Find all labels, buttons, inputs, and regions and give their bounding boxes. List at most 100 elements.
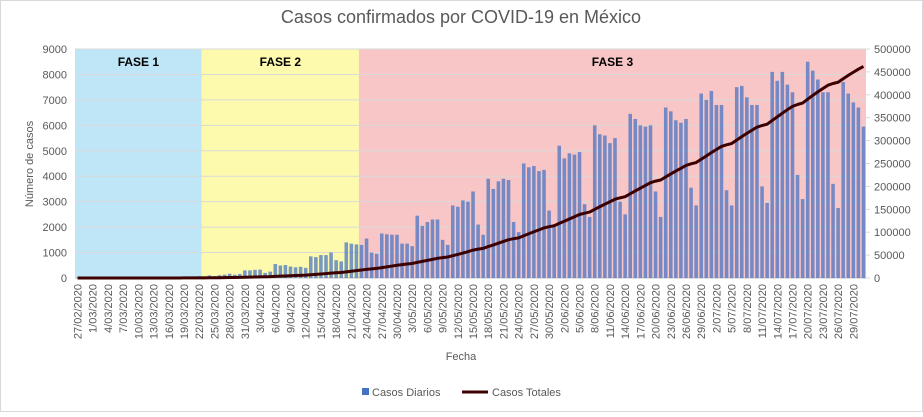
x-tick-label: 15/05/2020 <box>468 284 480 339</box>
y2-tick-label: 250000 <box>874 159 911 171</box>
bar <box>380 233 384 278</box>
bar <box>765 203 769 278</box>
y2-tick-label: 50000 <box>874 250 905 262</box>
bar <box>532 166 536 278</box>
x-tick-label: 28/03/2020 <box>225 284 237 339</box>
bar <box>618 202 622 278</box>
phase-band <box>202 49 359 278</box>
x-tick-label: 21/04/2020 <box>346 284 358 339</box>
bar <box>816 80 820 278</box>
x-tick-label: 5/06/2020 <box>575 284 587 333</box>
bar <box>360 245 364 278</box>
bar <box>588 217 592 278</box>
bar <box>684 119 688 278</box>
bar <box>613 138 617 278</box>
bar <box>537 171 541 278</box>
x-tick-label: 18/05/2020 <box>483 284 495 339</box>
x-tick-label: 8/07/2020 <box>742 284 754 333</box>
bar <box>689 188 693 278</box>
y2-tick-label: 100000 <box>874 227 911 239</box>
bar <box>760 186 764 278</box>
x-tick-label: 24/04/2020 <box>362 284 374 339</box>
x-tick-label: 19/03/2020 <box>179 284 191 339</box>
bar <box>339 261 343 278</box>
bar <box>497 181 501 278</box>
bar <box>745 97 749 278</box>
x-tick-label: 8/06/2020 <box>590 284 602 333</box>
y-tick-label: 5000 <box>43 146 67 158</box>
bar <box>512 222 516 278</box>
bar <box>583 204 587 278</box>
y-tick-label: 8000 <box>43 69 67 81</box>
bar <box>481 235 485 278</box>
y-tick-label: 3000 <box>43 197 67 209</box>
bar <box>857 108 861 278</box>
y2-tick-label: 450000 <box>874 67 911 79</box>
bar <box>862 127 866 278</box>
x-tick-label: 12/04/2020 <box>301 284 313 339</box>
y-tick-label: 2000 <box>43 222 67 234</box>
bar <box>740 86 744 278</box>
y-axis-label: Número de casos <box>24 120 36 207</box>
x-tick-label: 23/06/2020 <box>666 284 678 339</box>
bar <box>476 225 480 278</box>
x-tick-label: 4/03/2020 <box>103 284 115 333</box>
bar <box>552 227 556 278</box>
bar <box>710 91 714 278</box>
bar <box>355 244 359 278</box>
x-tick-label: 26/07/2020 <box>833 284 845 339</box>
bar <box>492 189 496 278</box>
bar <box>699 94 703 278</box>
x-tick-label: 18/04/2020 <box>331 284 343 339</box>
bar <box>841 82 845 278</box>
x-tick-label: 3/05/2020 <box>407 284 419 333</box>
x-tick-label: 17/06/2020 <box>635 284 647 339</box>
bar <box>365 239 369 278</box>
x-tick-label: 11/07/2020 <box>757 284 769 338</box>
x-tick-label: 3/04/2020 <box>255 284 267 333</box>
x-tick-label: 22/03/2020 <box>194 284 206 339</box>
bar <box>755 105 759 278</box>
x-tick-label: 29/06/2020 <box>696 284 708 339</box>
x-tick-label: 14/07/2020 <box>772 284 784 339</box>
bar <box>715 105 719 278</box>
bar <box>471 191 475 278</box>
bar <box>446 245 450 278</box>
bar <box>674 120 678 278</box>
x-tick-label: 14/06/2020 <box>620 284 632 339</box>
y2-tick-label: 0 <box>874 273 880 285</box>
bar <box>502 179 506 278</box>
bar <box>390 235 394 278</box>
bar <box>634 119 638 278</box>
bar <box>770 72 774 278</box>
legend-label: Casos Diarios <box>372 387 441 399</box>
bar <box>385 234 389 278</box>
bar <box>730 205 734 278</box>
x-tick-label: 9/05/2020 <box>438 284 450 333</box>
legend-swatch <box>362 388 369 395</box>
y2-tick-label: 150000 <box>874 204 911 216</box>
bar <box>451 205 455 278</box>
x-tick-label: 21/05/2020 <box>498 284 510 339</box>
y2-tick-label: 350000 <box>874 113 911 125</box>
y-tick-label: 4000 <box>43 171 67 183</box>
y2-tick-label: 500000 <box>874 44 911 56</box>
bar <box>791 92 795 278</box>
x-tick-label: 7/03/2020 <box>118 284 130 333</box>
x-tick-label: 9/04/2020 <box>285 284 297 333</box>
bar <box>623 214 627 278</box>
x-tick-label: 2/06/2020 <box>559 284 571 333</box>
bar <box>461 200 465 278</box>
bar <box>405 244 409 278</box>
x-tick-label: 23/07/2020 <box>818 284 830 339</box>
phase-label: FASE 2 <box>260 55 302 69</box>
x-tick-label: 20/07/2020 <box>803 284 815 339</box>
phase-band <box>75 49 202 278</box>
bar <box>811 71 815 278</box>
bar <box>669 111 673 278</box>
chart-title: Casos confirmados por COVID-19 en México <box>281 7 641 27</box>
bar <box>821 92 825 278</box>
x-tick-label: 30/05/2020 <box>544 284 556 339</box>
bar <box>846 94 850 278</box>
